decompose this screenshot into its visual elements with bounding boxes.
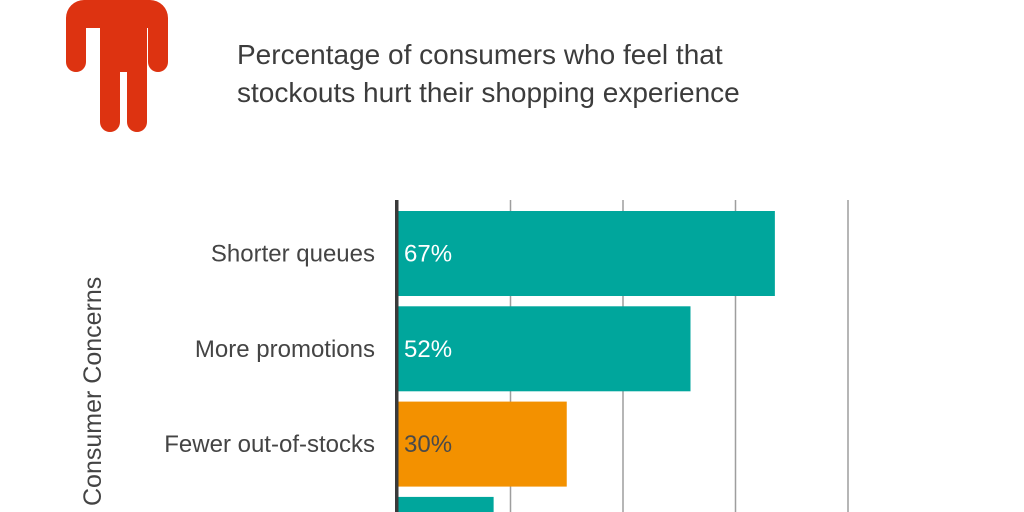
bar (398, 211, 775, 296)
bar (398, 401, 567, 487)
chart-title: Percentage of consumers who feel that st… (237, 36, 740, 112)
y-axis-label: Consumer Concerns (79, 277, 107, 506)
title-line-1: Percentage of consumers who feel that (237, 39, 723, 70)
person-icon (66, 0, 168, 132)
data-label: 52% (404, 336, 452, 363)
data-label: 30% (404, 431, 452, 458)
title-line-2: stockouts hurt their shopping experience (237, 77, 740, 108)
category-label: Fewer out-of-stocks (164, 431, 375, 458)
category-label: More promotions (195, 336, 375, 363)
data-label: 67% (404, 241, 452, 268)
bar (398, 496, 494, 512)
category-label: Shorter queues (211, 241, 375, 268)
bar (398, 306, 691, 392)
y-axis-line (395, 200, 399, 512)
